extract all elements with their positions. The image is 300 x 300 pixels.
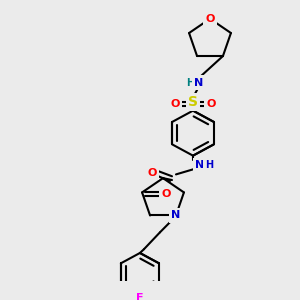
Text: N: N <box>171 211 181 220</box>
Text: O: O <box>147 167 157 178</box>
Text: H: H <box>205 160 213 170</box>
Text: O: O <box>161 189 171 199</box>
Text: O: O <box>206 99 216 109</box>
Text: N: N <box>195 160 205 170</box>
Text: O: O <box>170 99 180 109</box>
Text: O: O <box>205 14 215 24</box>
Text: H: H <box>186 77 194 88</box>
Text: F: F <box>136 293 144 300</box>
Text: S: S <box>188 95 198 109</box>
Text: N: N <box>194 77 204 88</box>
